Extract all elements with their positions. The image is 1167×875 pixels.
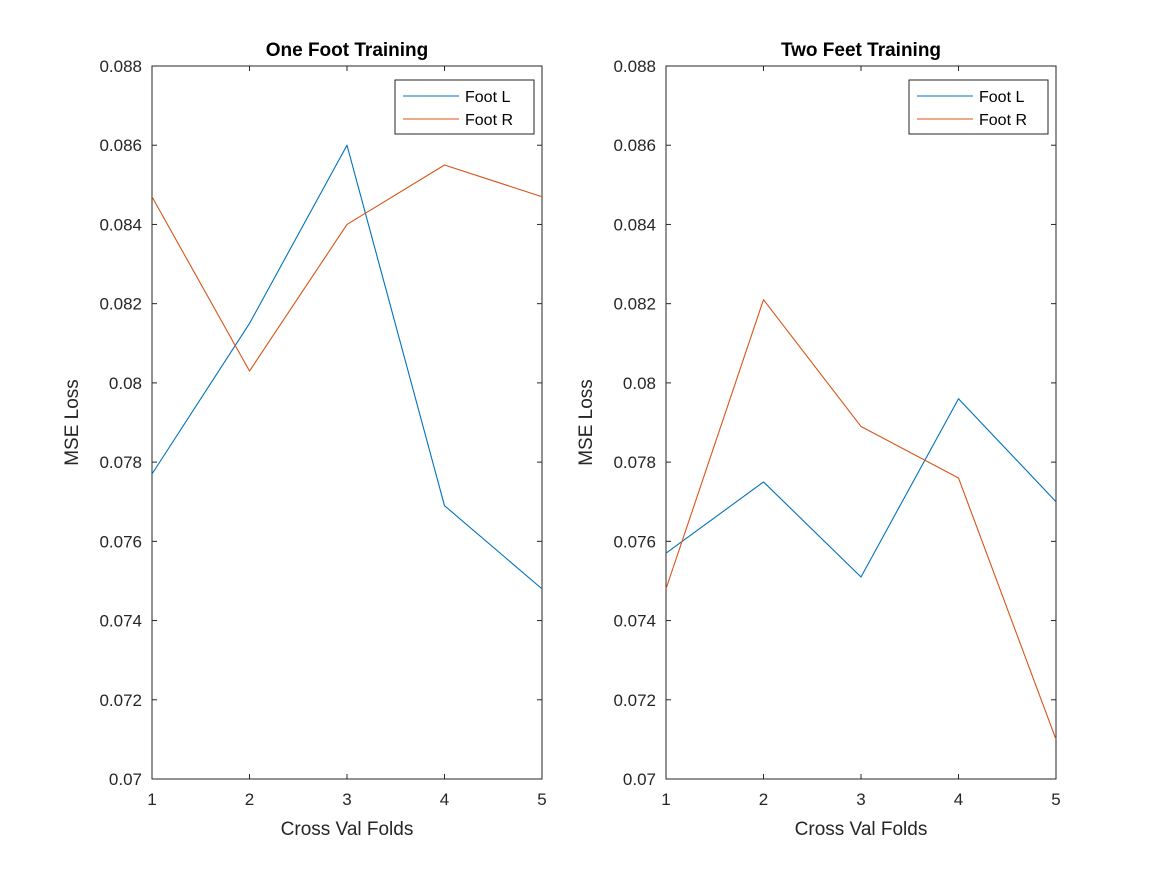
y-tick-label: 0.082 [99,295,142,314]
y-tick-label: 0.074 [613,612,656,631]
x-tick-label: 4 [954,790,963,809]
series-line-foot-r [151,164,543,372]
x-tick-label: 1 [147,790,156,809]
legend-label: Foot L [979,89,1024,106]
y-tick-label: 0.074 [99,612,142,631]
legend-box [908,79,1049,135]
series-line-foot-r [665,299,1057,740]
y-tick-label: 0.088 [99,57,142,76]
x-axis-label: Cross Val Folds [281,819,414,840]
plot-area [151,65,543,780]
y-tick-label: 0.072 [99,691,142,710]
x-axis-label: Cross Val Folds [795,819,928,840]
y-tick-label: 0.076 [99,532,142,551]
x-tick-label: 1 [661,790,670,809]
x-tick-label: 2 [245,790,254,809]
legend: Foot L Foot R [908,79,1049,135]
y-tick-label: 0.082 [613,295,656,314]
legend-label: Foot L [465,89,510,106]
y-tick-label: 0.086 [99,136,142,155]
x-tick-label: 5 [537,790,546,809]
y-axis-label: MSE Loss [62,379,83,466]
y-tick-label: 0.07 [623,770,656,789]
chart-title: Two Feet Training [781,40,941,61]
chart-panel-2: 0.07 0.072 0.074 0.076 0.078 0.08 0.082 0.084 0.… [576,40,1061,840]
y-tick-label: 0.08 [109,374,142,393]
y-tick-label: 0.086 [613,136,656,155]
chart-title: One Foot Training [266,40,429,61]
x-tick-label: 2 [759,790,768,809]
y-tick-label: 0.084 [613,215,656,234]
x-tick-label: 3 [856,790,865,809]
y-tick-label: 0.08 [623,374,656,393]
y-tick-label: 0.088 [613,57,656,76]
y-tick-label: 0.072 [613,691,656,710]
y-tick-label: 0.07 [109,770,142,789]
series-line-foot-l [151,144,543,590]
x-tick-label: 3 [342,790,351,809]
x-tick-label: 4 [440,790,449,809]
y-tick-label: 0.078 [99,453,142,472]
series-line-foot-l [665,398,1057,578]
chart-panel-1: 0.07 0.072 0.074 0.076 0.078 0.08 0.082 0.084 0.… [62,40,547,840]
legend-box [394,79,535,135]
y-tick-label: 0.076 [613,532,656,551]
y-tick-label: 0.078 [613,453,656,472]
plot-area [665,65,1057,780]
legend-label: Foot R [979,112,1027,129]
legend: Foot L Foot R [394,79,535,135]
x-tick-label: 5 [1051,790,1060,809]
y-axis-label: MSE Loss [576,379,597,466]
y-tick-label: 0.084 [99,215,142,234]
legend-label: Foot R [465,112,513,129]
